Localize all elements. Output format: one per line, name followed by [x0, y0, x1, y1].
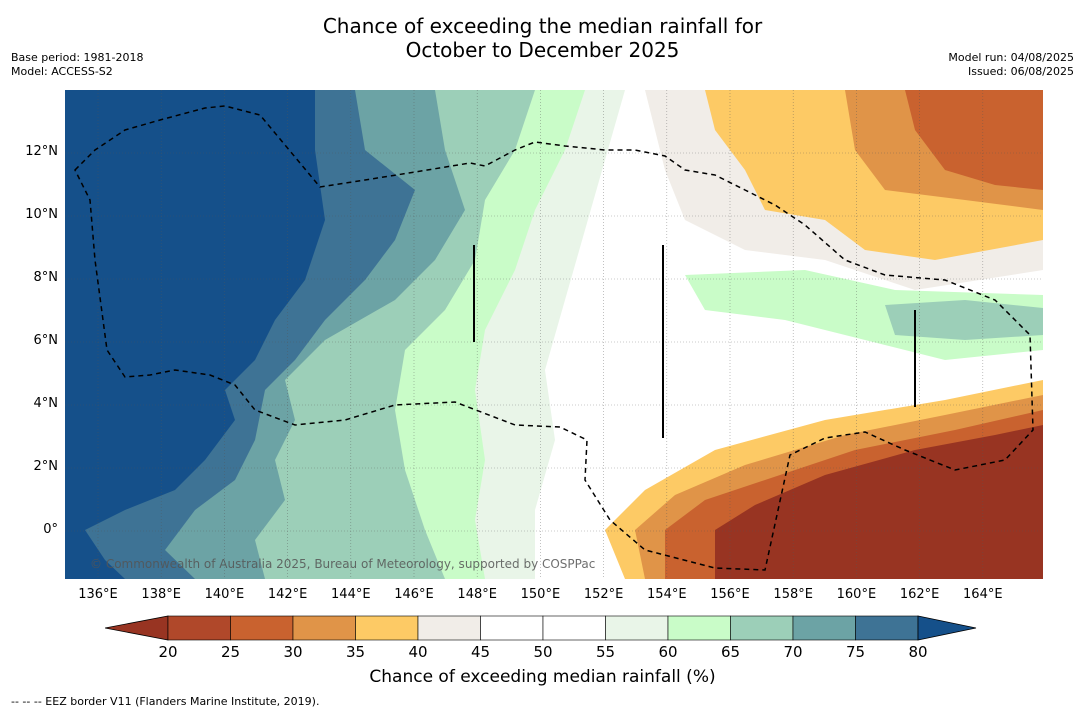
x-tick-label: 140°E [204, 587, 245, 602]
model-run-label: Model run: 04/08/2025 [948, 51, 1074, 64]
colorbar-title: Chance of exceeding median rainfall (%) [369, 667, 716, 687]
x-tick-label: 160°E [836, 587, 877, 602]
colorbar-segment [292, 615, 356, 641]
title-line-2: October to December 2025 [405, 38, 680, 62]
colorbar-tick-label: 25 [220, 643, 241, 661]
colorbar-segment [417, 615, 481, 641]
colorbar-extend-low [105, 615, 169, 641]
y-tick-label: 12°N [25, 144, 58, 159]
x-tick-label: 138°E [141, 587, 181, 602]
x-tick-label: 142°E [267, 587, 308, 602]
x-tick-label: 148°E [457, 587, 497, 602]
y-tick-label: 10°N [25, 207, 58, 222]
colorbar-tick-label: 30 [283, 643, 303, 661]
colorbar-tick-label: 55 [595, 643, 616, 661]
colorbar-tick-label: 80 [908, 643, 928, 661]
colorbar-segment [230, 615, 294, 641]
x-tick-label: 164°E [963, 587, 1003, 602]
model-label: Model: ACCESS-S2 [11, 65, 113, 78]
base-period-label: Base period: 1981-2018 [11, 51, 144, 64]
colorbar-tick-label: 40 [408, 643, 428, 661]
y-tick-label: 6°N [33, 333, 59, 348]
x-tick-label: 158°E [773, 587, 813, 602]
colorbar-segment [167, 615, 231, 641]
y-tick-label: 4°N [33, 396, 59, 411]
gridlines [65, 90, 1043, 579]
colorbar-tick-label: 45 [470, 643, 491, 661]
colorbar-segment [355, 615, 419, 641]
title-line-1: Chance of exceeding the median rainfall … [322, 14, 763, 38]
colorbar-tick-label: 20 [158, 643, 178, 661]
region-30-north [905, 90, 1043, 190]
x-tick-label: 150°E [520, 587, 561, 602]
rainfall-map [65, 90, 1043, 579]
colorbar-segment [667, 615, 731, 641]
colorbar-segment [730, 615, 794, 641]
y-tick-label: 2°N [33, 459, 59, 474]
x-tick-label: 152°E [583, 587, 624, 602]
colorbar-segment [605, 615, 669, 641]
x-tick-label: 136°E [78, 587, 118, 602]
y-tick-label: 0° [43, 522, 58, 537]
colorbar-segment [855, 615, 919, 641]
y-tick-label: 8°N [33, 270, 59, 285]
x-tick-label: 154°E [647, 587, 687, 602]
x-tick-label: 162°E [899, 587, 940, 602]
colorbar-segment [480, 615, 544, 641]
x-tick-label: 144°E [331, 587, 371, 602]
colorbar-segment [542, 615, 606, 641]
region-teal-east [885, 300, 1043, 340]
issued-label: Issued: 06/08/2025 [967, 65, 1074, 78]
meta-right: Model run: 04/08/2025 Issued: 06/08/2025 [948, 51, 1074, 79]
x-tick-label: 156°E [710, 587, 750, 602]
colorbar-extend-high [917, 615, 977, 641]
colorbar-segment [792, 615, 856, 641]
map-title: Chance of exceeding the median rainfall … [0, 14, 1085, 62]
meta-left: Base period: 1981-2018 Model: ACCESS-S2 [11, 51, 143, 79]
colorbar-tick-label: 65 [720, 643, 741, 661]
colorbar-tick-label: 50 [533, 643, 553, 661]
x-tick-label: 146°E [394, 587, 434, 602]
region-20-south [715, 425, 1043, 579]
colorbar-tick-label: 75 [845, 643, 866, 661]
eez-footnote: -- -- -- EEZ border V11 (Flanders Marine… [11, 695, 320, 708]
colorbar-tick-label: 60 [658, 643, 678, 661]
colorbar-tick-label: 35 [345, 643, 366, 661]
colorbar [105, 615, 977, 641]
copyright-credit: © Commonwealth of Australia 2025, Bureau… [90, 557, 596, 571]
colorbar-tick-label: 70 [783, 643, 803, 661]
